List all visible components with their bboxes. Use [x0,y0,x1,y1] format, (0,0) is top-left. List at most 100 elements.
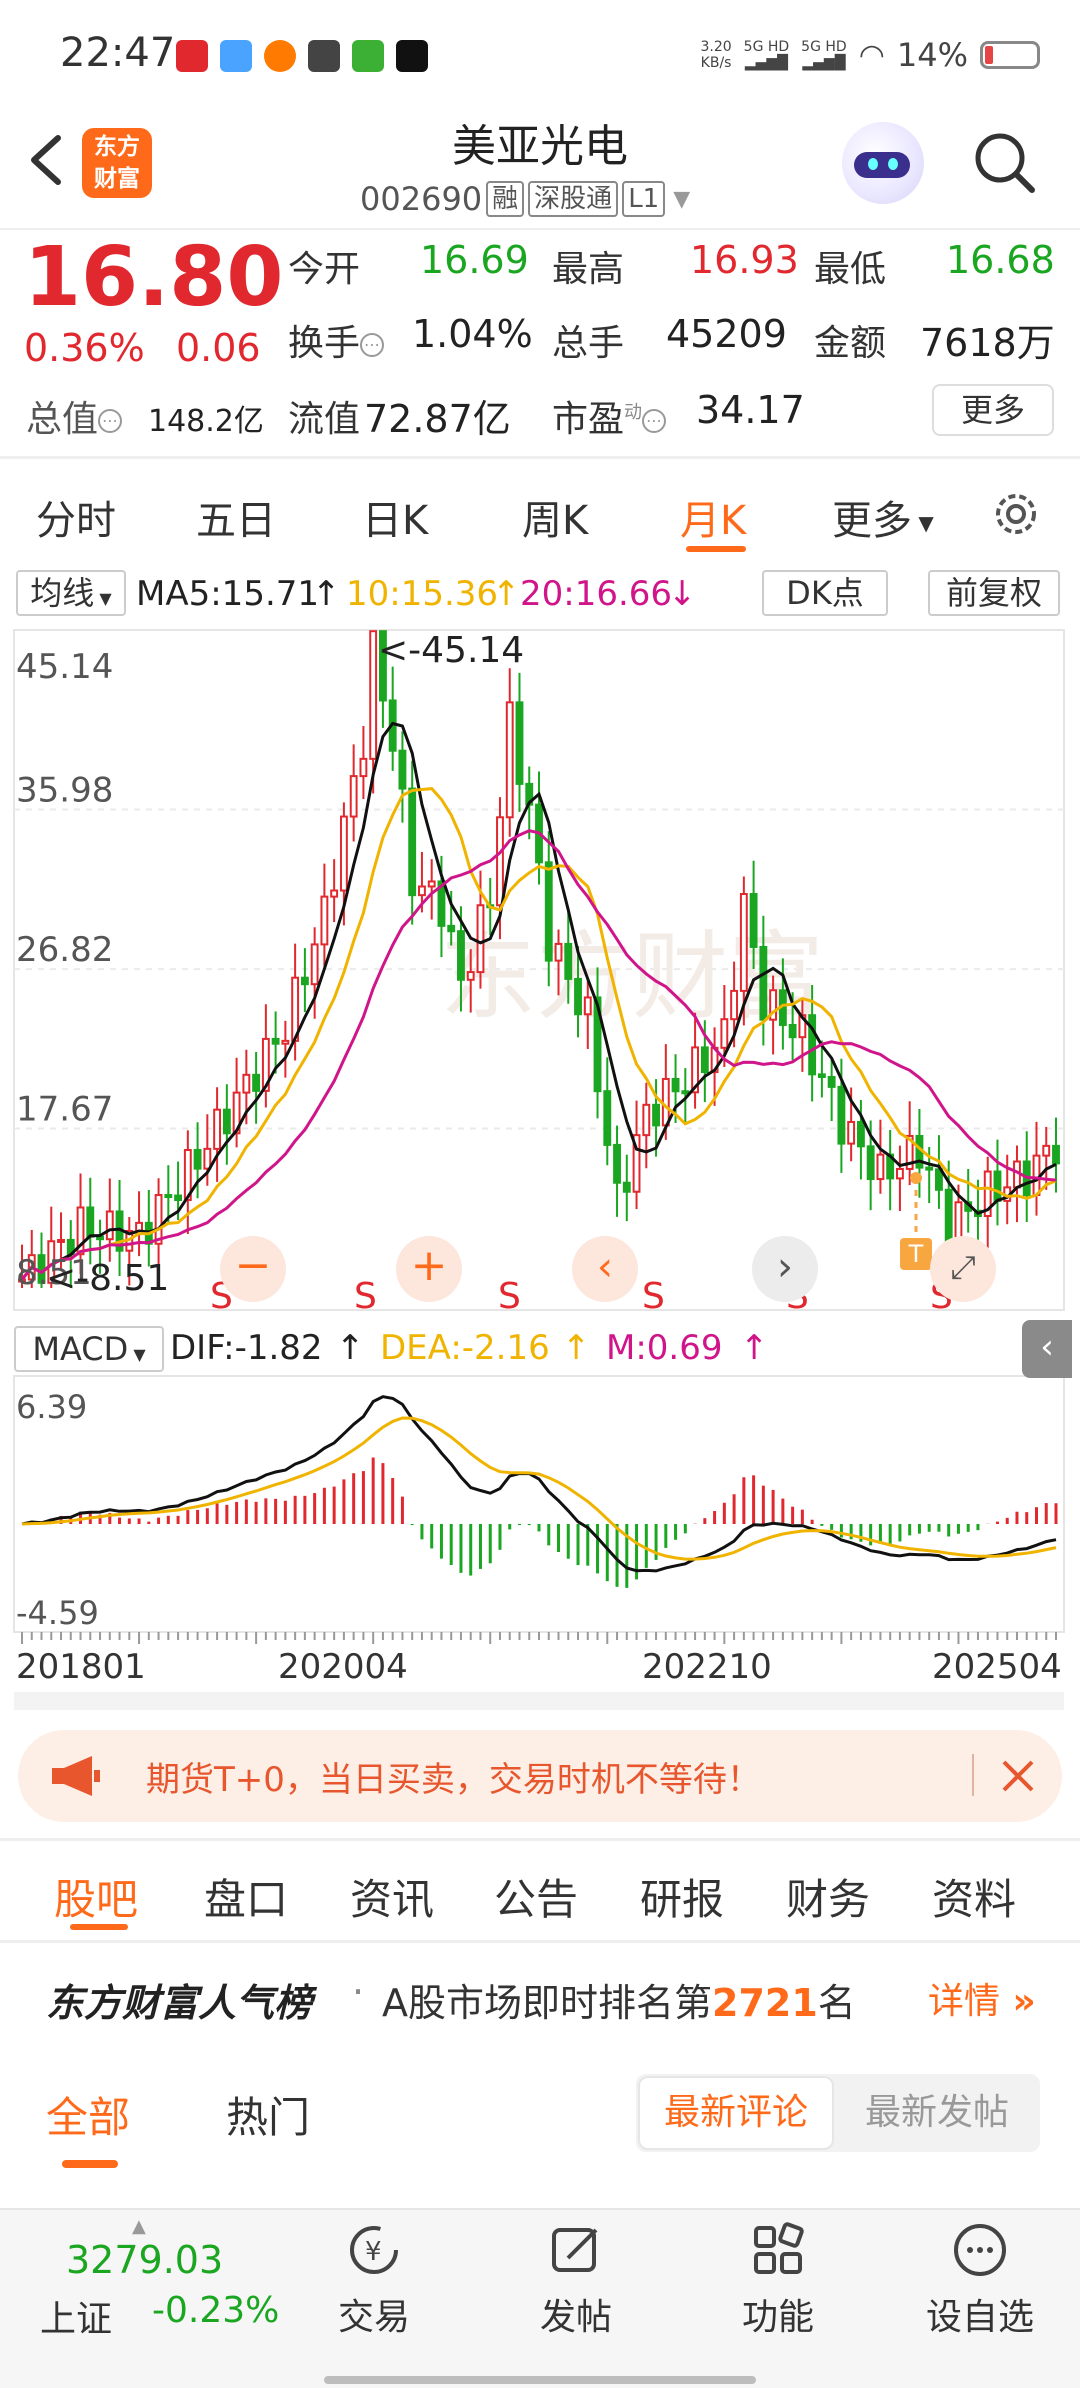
nav-trade[interactable]: ¥ 交易 [304,2222,444,2340]
svg-text:¥: ¥ [365,2237,382,2267]
candle-body [661,1077,670,1127]
ma10-line [20,787,1057,1281]
close-icon[interactable] [988,1746,1048,1806]
candle-body [105,1210,114,1241]
trade-icon: ¥ [346,2222,402,2278]
active-tab-indicator [62,2160,118,2168]
feed-tab-all[interactable]: 全部 [46,2093,131,2142]
candle-body [378,630,387,702]
tab-news[interactable]: 资讯 [350,1875,435,1924]
candle-body [603,1090,612,1146]
macd-frame [13,1375,1065,1633]
info-icon[interactable]: ⋯ [642,409,667,433]
rank-number: 2721 [712,1981,818,2025]
more-quote-button[interactable]: 更多 [932,384,1054,436]
ma5-value: MA5:15.71 [136,574,320,614]
tab-forum[interactable]: 股吧 [54,1875,139,1924]
nav-functions[interactable]: 功能 [708,2222,848,2340]
back-icon[interactable] [22,130,72,190]
assistant-avatar[interactable] [842,122,924,204]
index-name[interactable]: 上证 [40,2299,113,2340]
tab-profile[interactable]: 资料 [932,1875,1017,1924]
candle-body [437,880,446,927]
rank-detail-link[interactable]: 详情 » [928,1981,1036,2022]
adjust-price-button[interactable]: 前复权 [928,570,1060,616]
tab-five-day[interactable]: 五日 [196,498,276,544]
margin-tag: 融 [486,181,525,217]
tab-finance[interactable]: 财务 [786,1875,871,1924]
candle-body [447,924,456,933]
y-tick-label: 17.67 [16,1089,113,1129]
tab-monthly-k[interactable]: 月K [680,498,747,544]
y-tick-label: 45.14 [16,647,113,687]
x-label-2: 202004 [278,1647,408,1687]
ma-select[interactable]: 均线 ▼ [16,570,126,616]
candle-body [300,976,309,986]
min-price-label: <-8.51 [46,1258,169,1299]
candle-body [642,1103,651,1137]
info-icon[interactable]: ⋯ [360,333,385,357]
candle-body [583,996,592,1016]
nav-post[interactable]: 发帖 [506,2222,646,2340]
candle-body [632,1134,641,1193]
stock-code-row[interactable]: 002690 融 深股通 L1 ▼ [360,180,690,218]
tab-research[interactable]: 研报 [640,1875,725,1924]
turnover-label: 换手 ⋯ [288,314,385,366]
tab-weekly-k[interactable]: 周K [522,498,589,544]
tab-orderbook[interactable]: 盘口 [204,1875,289,1924]
sort-latest-post[interactable]: 最新发帖 [864,2092,1009,2133]
nav-add-watchlist[interactable]: 设自选 [910,2222,1050,2340]
index-change[interactable]: -0.23% [152,2290,280,2331]
candle-body [925,1166,934,1171]
zoom-in-button[interactable]: + [396,1236,462,1302]
scroll-left-button[interactable]: ‹ [572,1236,638,1302]
candle-body [320,895,329,946]
candle-body [759,945,768,1021]
candle-body [808,1014,817,1076]
pe-value: 34.17 [696,388,805,432]
candle-body [720,1018,729,1049]
candle-body [895,1167,904,1180]
feed-tab-hot[interactable]: 热门 [226,2093,311,2142]
low-value: 16.68 [946,238,1055,282]
scroll-track [14,1692,1064,1710]
app-logo[interactable]: 东方 财富 [82,128,152,198]
index-value[interactable]: 3279.03 [66,2238,224,2282]
net-speed: 3.20 KB/s [700,39,732,71]
candle-body [856,1120,865,1148]
macd-select[interactable]: MACD ▼ [14,1326,164,1372]
collapse-side-panel-icon[interactable]: ‹ [1022,1320,1072,1378]
ma20-arrow: ↓ [668,574,697,614]
sort-latest-comment[interactable]: 最新评论 [638,2076,834,2150]
kline-chart[interactable]: 东方财富 45.14 35.98 26.82 17.67 8.51 <-45.14 <-… [0,0,1080,1720]
candle-body [515,701,524,785]
dk-point-button[interactable]: DK点 [762,570,888,616]
candle-body [935,1168,943,1191]
candle-body [847,1120,856,1145]
candle-body [261,1037,270,1092]
search-icon[interactable] [970,128,1040,198]
zoom-out-button[interactable]: − [220,1236,286,1302]
amount-label: 金额 [814,323,887,364]
tab-more[interactable]: 更多 ▼ [832,498,934,544]
settings-gear-icon[interactable] [988,486,1044,542]
info-icon[interactable]: ⋯ [98,409,123,433]
tab-announcements[interactable]: 公告 [494,1875,579,1924]
scroll-right-button[interactable]: › [752,1236,818,1302]
ad-banner[interactable]: 期货T+0，当日买卖，交易时机不等待！ [18,1730,1062,1822]
candle-body [369,630,378,760]
ma10-value: 10:15.36 [346,574,499,614]
battery-icon [980,41,1040,69]
tab-intraday[interactable]: 分时 [36,498,116,544]
candle-body [505,701,514,819]
divider [0,1940,1080,1943]
ma5-arrow: ↑ [312,574,341,614]
chevron-down-icon: ▼ [673,186,691,212]
stock-name: 美亚光电 [452,121,628,172]
level-tag: L1 [622,181,666,217]
open-label: 今开 [288,249,361,290]
candle-body [622,1181,631,1193]
expand-icon[interactable]: ⤢ [930,1236,996,1302]
tab-daily-k[interactable]: 日K [362,498,429,544]
t-marker[interactable]: T [900,1238,932,1270]
